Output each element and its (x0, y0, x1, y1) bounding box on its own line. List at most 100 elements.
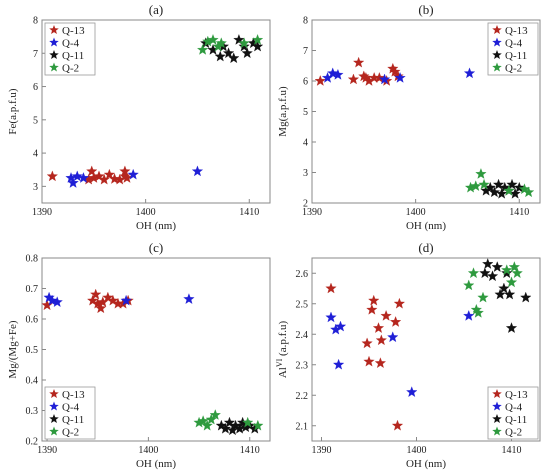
data-point (394, 72, 406, 83)
y-tick-label: 6 (303, 77, 308, 88)
y-tick-label: 0.7 (26, 284, 39, 295)
data-point (492, 178, 505, 190)
plot-frame (41, 19, 271, 204)
series-q-13 (314, 56, 404, 86)
data-point (391, 419, 404, 431)
legend-entry-label: Q-11 (62, 414, 84, 426)
y-tick-label: 0.5 (26, 345, 39, 356)
data-point (501, 264, 513, 275)
data-point (314, 75, 326, 86)
data-point (67, 177, 79, 188)
y-axis-label: Mg(a.p.f.u) (277, 86, 289, 137)
data-point (93, 170, 105, 182)
x-tick-label: 1390 (302, 207, 322, 218)
data-point (494, 288, 506, 300)
y-tick-label: 2 (303, 199, 308, 210)
data-point (65, 172, 77, 183)
data-point (51, 296, 63, 308)
data-point (366, 303, 378, 315)
data-point (242, 416, 254, 428)
panel-label: (a) (149, 2, 163, 17)
data-point (505, 276, 518, 288)
y-tick-label: 0.6 (26, 315, 39, 326)
data-point (327, 67, 339, 79)
data-point (522, 186, 535, 198)
data-point (120, 294, 132, 306)
data-point (375, 334, 387, 346)
legend-entry-label: Q-11 (505, 414, 527, 426)
y-tick-label: 3 (33, 182, 38, 193)
legend-entry-label: Q-2 (505, 427, 522, 439)
data-point (470, 180, 482, 192)
y-tick-label: 8 (33, 16, 38, 27)
data-point (520, 291, 532, 303)
legend-entry-label: Q-13 (62, 389, 85, 401)
panel-label: (b) (418, 2, 433, 17)
data-point (325, 282, 337, 294)
data-point (479, 267, 491, 279)
y-tick-label: 0.8 (26, 254, 39, 265)
legend-marker (49, 401, 59, 411)
data-point (207, 34, 219, 45)
panel-label: (c) (149, 240, 163, 255)
data-point (223, 416, 236, 428)
panel-d: (d) 1390 1400 1410 2.1 2.2 2.3 2.4 2.5 2.6 OH (nm)… (275, 240, 541, 470)
legend: Q-13Q-4Q-11Q-2 (44, 22, 96, 76)
data-point (387, 331, 399, 343)
legend-marker (49, 426, 59, 436)
data-point (209, 409, 221, 420)
data-point (482, 258, 494, 269)
x-axis-label: OH (nm) (136, 220, 176, 232)
series-q-4 (43, 291, 195, 308)
data-point (103, 168, 115, 180)
legend-entry-label: Q-4 (505, 402, 523, 414)
legend-marker (492, 389, 502, 399)
data-point (389, 316, 402, 327)
legend-entry-label: Q-13 (62, 25, 85, 37)
y-tick-label: 2.6 (296, 269, 309, 280)
x-axis-label: OH (nm) (406, 220, 446, 232)
legend-marker (492, 50, 502, 60)
y-tick-label: 2.3 (296, 360, 309, 371)
x-tick-label: 1410 (509, 207, 529, 218)
data-point (86, 165, 98, 177)
x-tick-label: 1390 (312, 445, 332, 456)
data-point (363, 355, 375, 367)
data-point (463, 279, 475, 291)
legend: Q-13Q-4Q-11Q-2 (44, 386, 96, 440)
data-point (477, 291, 489, 303)
data-point (503, 288, 516, 300)
data-point (233, 34, 245, 45)
series-q-2 (193, 409, 264, 431)
series-q-4 (65, 165, 204, 188)
legend-entry-label: Q-2 (62, 63, 79, 75)
x-tick-label: 1400 (138, 445, 158, 456)
data-point (498, 282, 510, 294)
y-tick-label: 8 (303, 16, 308, 27)
legend-entry-label: Q-11 (62, 50, 84, 62)
data-point (183, 293, 195, 304)
panel-label: (d) (418, 240, 433, 255)
data-point (332, 358, 345, 370)
data-point (102, 291, 114, 303)
data-point (77, 172, 90, 183)
data-point (90, 288, 102, 300)
legend-marker (49, 389, 59, 399)
data-point (205, 413, 217, 425)
x-tick-label: 1410 (239, 207, 259, 218)
data-point (119, 165, 131, 177)
y-axis-label: Fe(a.p.f.u) (7, 88, 19, 134)
panel-b: (b) 1390 1400 1410 2 3 4 5 6 7 8 OH (nm) Mg(a.p.f.u)… (277, 2, 541, 232)
data-point (475, 168, 487, 179)
series-q-11 (215, 416, 261, 436)
data-point (488, 186, 501, 198)
legend: Q-13Q-4Q-11Q-2 (487, 386, 539, 440)
data-point (511, 267, 523, 279)
panel-c: (c) 1390 1400 1410 0.2 0.3 0.4 0.5 0.6 0.7 0.8 OH (… (7, 240, 271, 470)
y-tick-label: 2.2 (296, 391, 309, 402)
data-point (368, 294, 380, 306)
legend-marker (492, 25, 502, 35)
series-q-11 (480, 178, 525, 199)
data-point (197, 44, 209, 55)
